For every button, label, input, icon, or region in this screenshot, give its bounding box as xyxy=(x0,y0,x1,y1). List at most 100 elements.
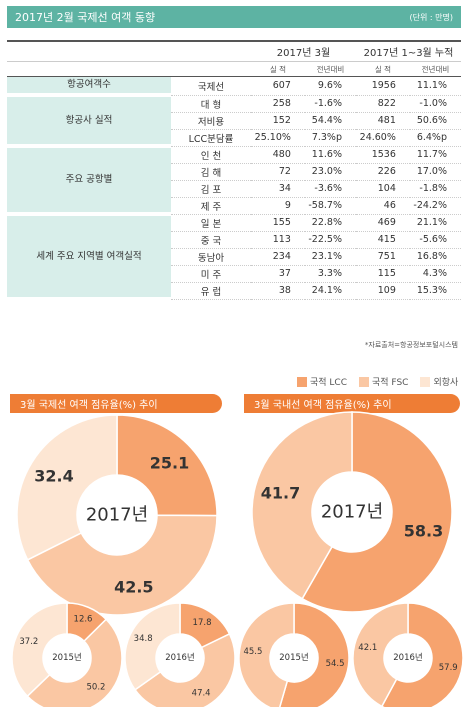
cell: -1.6% xyxy=(304,95,356,113)
legend-item: 국적 FSC xyxy=(359,375,408,388)
data-label: 25.1 xyxy=(150,453,189,472)
data-label: 45.5 xyxy=(243,647,262,657)
legend-swatch xyxy=(420,376,431,387)
group-label: 주요 공항별 xyxy=(7,146,171,216)
data-label: 34.8 xyxy=(134,634,153,644)
pie-slice xyxy=(352,602,409,707)
pie-slice xyxy=(11,602,68,698)
table-row: 동남아 234 23.1% 751 16.8% xyxy=(7,248,461,266)
data-label: 42.5 xyxy=(114,578,153,597)
sub-header: 실 적 xyxy=(355,61,410,77)
cell: -22.5% xyxy=(304,231,356,249)
pie-center-label: 2015년 xyxy=(279,652,308,663)
cell: 469 xyxy=(355,214,410,232)
pie-slice xyxy=(124,602,181,691)
row-label: 인 천 xyxy=(171,146,251,164)
data-label: 57.9 xyxy=(439,663,458,673)
cell: 22.8% xyxy=(304,214,356,232)
data-label: 54.5 xyxy=(326,659,345,669)
table-row: 세계 주요 지역별 여객실적 일 본 155 22.8% 469 21.1% xyxy=(7,214,461,301)
title-bar: 2017년 2월 국제선 여객 동향 (단위 : 만명) xyxy=(7,6,461,28)
cell: 38 xyxy=(251,282,305,300)
data-label: 41.7 xyxy=(261,483,300,502)
cell: 258 xyxy=(251,95,305,113)
cell: 24.60% xyxy=(355,129,410,147)
cell: -58.7% xyxy=(304,197,356,215)
cell: 115 xyxy=(355,265,410,283)
cell: 109 xyxy=(355,282,410,300)
cell: 7.3%p xyxy=(304,129,356,147)
chart-title-domestic: 3월 국내선 여객 점유율(%) 추이 xyxy=(244,394,460,413)
cell: 23.0% xyxy=(304,163,356,181)
cell: 415 xyxy=(355,231,410,249)
table-row: 항공사 실적 대 형 258 -1.6% 822 -1.0% xyxy=(7,95,461,148)
row-label: LCC분담률 xyxy=(171,129,251,147)
pie-slice xyxy=(278,602,350,707)
page-title: 2017년 2월 국제선 여객 동향 xyxy=(15,11,156,24)
cell: 11.6% xyxy=(304,146,356,164)
legend-label: 국적 FSC xyxy=(372,378,409,388)
pie-center-label: 2017년 xyxy=(321,502,383,523)
cell: 234 xyxy=(251,248,305,266)
pie-center-label: 2017년 xyxy=(86,505,148,526)
pie-slice xyxy=(66,602,108,643)
sub-header: 전년대비 xyxy=(409,61,461,77)
table-row: 저비용 152 54.4% 481 50.6% xyxy=(7,112,461,130)
cell: 54.4% xyxy=(304,112,356,130)
pie-slice xyxy=(134,632,236,707)
legend-swatch xyxy=(359,376,370,387)
row-label: 김 포 xyxy=(171,180,251,198)
cell: -24.2% xyxy=(409,197,461,215)
cell: 72 xyxy=(251,163,305,181)
cell: 3.3% xyxy=(304,265,356,283)
row-label: 제 주 xyxy=(171,197,251,215)
cell: 4.3% xyxy=(409,265,461,283)
row-label: 일 본 xyxy=(171,214,251,232)
pie-center-label: 2016년 xyxy=(165,652,194,663)
header-row-sub: 실 적 전년대비 실 적 전년대비 xyxy=(7,61,461,77)
pie-center-label: 2015년 xyxy=(52,652,81,663)
group-label: 항공여객수 xyxy=(7,76,171,97)
header-row-periods: 2017년 3월 2017년 1~3월 누적 xyxy=(7,40,461,62)
table-row: 김 포 34 -3.6% 104 -1.8% xyxy=(7,180,461,198)
cell: 822 xyxy=(355,95,410,113)
table-row: 주요 공항별 인 천 480 11.6% 1536 11.7% xyxy=(7,146,461,216)
legend-item: 국적 LCC xyxy=(297,375,347,388)
cell: 104 xyxy=(355,180,410,198)
pie-center-label: 2016년 xyxy=(393,652,422,663)
pie-slice xyxy=(26,618,123,707)
cell: 34 xyxy=(251,180,305,198)
chart-title-international: 3월 국제선 여객 점유율(%) 추이 xyxy=(10,394,222,413)
cell: 25.10% xyxy=(251,129,305,147)
cell: 155 xyxy=(251,214,305,232)
cell: 46 xyxy=(355,197,410,215)
source-note: *자료출처=항공정보포털시스템 xyxy=(364,341,458,349)
data-label: 47.4 xyxy=(192,689,211,699)
pie-slice xyxy=(26,514,218,616)
pie-slice xyxy=(380,602,464,707)
cell: 11.1% xyxy=(409,76,461,96)
table-row: 제 주 9 -58.7% 46 -24.2% xyxy=(7,197,461,215)
cell: 113 xyxy=(251,231,305,249)
cell: 1956 xyxy=(355,76,410,96)
data-label: 58.3 xyxy=(404,522,443,541)
row-label: 미 주 xyxy=(171,265,251,283)
chart-legend: 국적 LCC 국적 FSC 외항사 xyxy=(297,375,458,388)
row-label: 저비용 xyxy=(171,112,251,130)
pie-slice xyxy=(179,602,231,649)
data-label: 17.8 xyxy=(193,618,212,628)
cell: 50.6% xyxy=(409,112,461,130)
header-blank xyxy=(7,61,171,77)
cell: 11.7% xyxy=(409,146,461,164)
data-label: 37.2 xyxy=(19,637,38,647)
cell: -3.6% xyxy=(304,180,356,198)
cell: 1536 xyxy=(355,146,410,164)
table-row: 김 해 72 23.0% 226 17.0% xyxy=(7,163,461,181)
table-row: LCC분담률 25.10% 7.3%p 24.60% 6.4%p xyxy=(7,129,461,147)
cell: 23.1% xyxy=(304,248,356,266)
header-blank xyxy=(171,61,251,77)
cell: 481 xyxy=(355,112,410,130)
table-row: 미 주 37 3.3% 115 4.3% xyxy=(7,265,461,283)
data-label: 32.4 xyxy=(34,467,73,486)
unit-label: (단위 : 만명) xyxy=(409,12,453,22)
